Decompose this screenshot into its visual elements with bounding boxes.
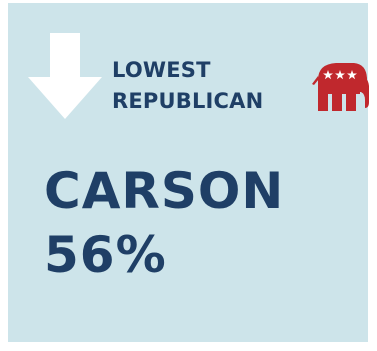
candidate-percent: 56% bbox=[44, 226, 167, 284]
candidate-name: CARSON bbox=[44, 162, 285, 220]
heading-line-republican: REPUBLICAN bbox=[112, 89, 264, 113]
republican-elephant-icon bbox=[312, 63, 369, 111]
heading-line-lowest: LOWEST bbox=[112, 58, 211, 82]
stat-card: LOWEST REPUBLICAN CARSON 56% bbox=[8, 3, 369, 342]
card-heading: LOWEST REPUBLICAN bbox=[112, 55, 263, 117]
down-arrow-icon bbox=[28, 33, 102, 119]
